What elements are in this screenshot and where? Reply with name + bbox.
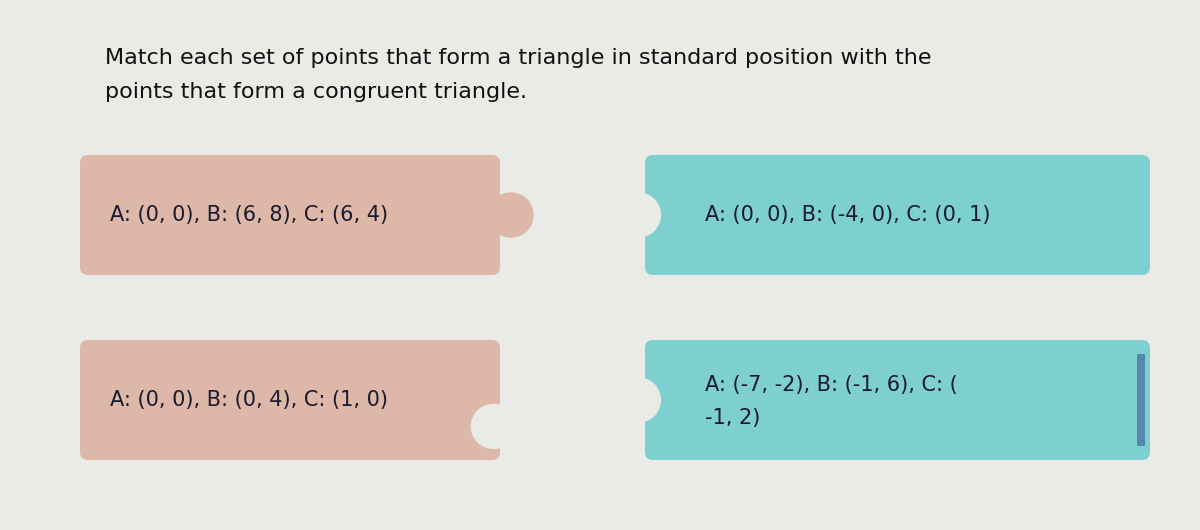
Text: -1, 2): -1, 2) — [706, 408, 761, 428]
FancyBboxPatch shape — [646, 155, 1150, 275]
Circle shape — [490, 193, 533, 237]
FancyBboxPatch shape — [1138, 354, 1145, 446]
FancyBboxPatch shape — [80, 155, 500, 275]
Text: A: (-7, -2), B: (-1, 6), C: (: A: (-7, -2), B: (-1, 6), C: ( — [706, 375, 958, 395]
Circle shape — [472, 404, 516, 448]
Text: A: (0, 0), B: (-4, 0), C: (0, 1): A: (0, 0), B: (-4, 0), C: (0, 1) — [706, 205, 990, 225]
Circle shape — [617, 193, 660, 237]
Circle shape — [617, 378, 660, 422]
FancyBboxPatch shape — [80, 340, 500, 460]
Text: points that form a congruent triangle.: points that form a congruent triangle. — [106, 82, 527, 102]
Text: A: (0, 0), B: (6, 8), C: (6, 4): A: (0, 0), B: (6, 8), C: (6, 4) — [110, 205, 388, 225]
FancyBboxPatch shape — [646, 340, 1150, 460]
Text: A: (0, 0), B: (0, 4), C: (1, 0): A: (0, 0), B: (0, 4), C: (1, 0) — [110, 390, 388, 410]
Text: Match each set of points that form a triangle in standard position with the: Match each set of points that form a tri… — [106, 48, 931, 68]
